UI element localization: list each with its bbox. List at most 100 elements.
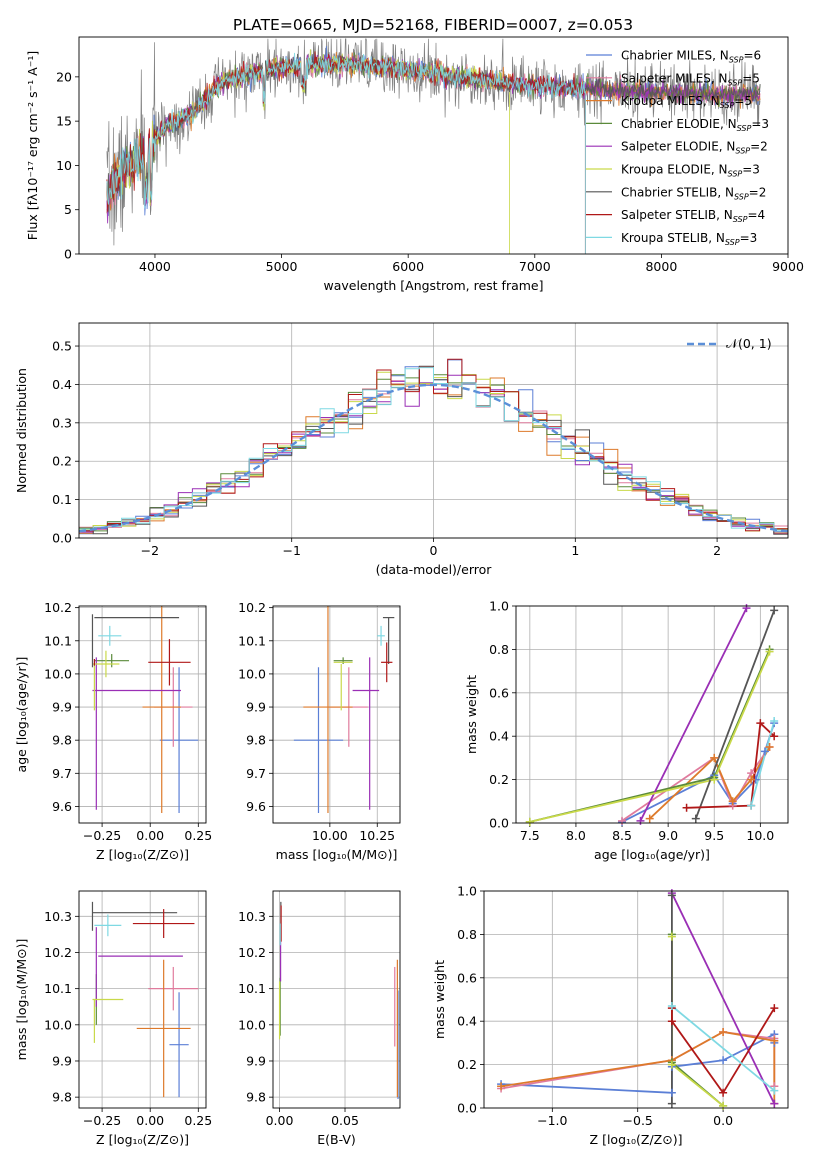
weight-marker-salpeter-elodie — [742, 604, 751, 613]
legend-label: Salpeter MILES, NSSP=5 — [621, 71, 760, 87]
y-tick-label: 10.0 — [238, 666, 266, 681]
x-tick-label: 6000 — [392, 259, 424, 274]
weight-marker-salpeter-stelib — [682, 803, 691, 812]
plot-area — [293, 606, 395, 814]
y-tick-label: 9.6 — [246, 799, 266, 814]
y-axis-label: mass weight — [432, 960, 447, 1039]
subplot-age_vs_mass: 10.00 10.25 9.6 9.7 9.8 9.9 10.0 10.1 10.2 mass [… — [238, 600, 401, 862]
weight-line-salpeter-stelib — [671, 1007, 776, 1095]
y-tick-label: 0.4 — [457, 1014, 477, 1029]
axes-frame — [78, 322, 789, 539]
x-tick-label: 8.5 — [612, 828, 632, 843]
x-tick-label: 9.5 — [704, 828, 724, 843]
x-axis-label: Z [log₁₀(Z/Z⊙)] — [96, 1132, 189, 1147]
y-tick-label: 0.8 — [457, 927, 477, 942]
weight-marker-salpeter-elodie — [636, 816, 645, 825]
y-axis-label: mass weight — [464, 675, 479, 754]
x-axis-label: age [log₁₀(age/yr)] — [594, 847, 710, 862]
weight-marker-kroupa-miles — [645, 814, 654, 823]
weight-marker-salpeter-stelib — [756, 719, 765, 728]
y-tick-label: 9.9 — [52, 700, 72, 715]
weight-marker-kroupa-stelib — [747, 801, 756, 810]
weight-marker-chabrier-stelib — [667, 1099, 676, 1108]
x-tick-label: 10.00 — [312, 828, 348, 843]
x-axis-label: Z [log₁₀(Z/Z⊙)] — [96, 847, 189, 862]
weight-marker-kroupa-elodie — [719, 1101, 728, 1110]
weight-marker-chabrier-stelib — [770, 606, 779, 615]
weight-marker-kroupa-stelib — [770, 717, 779, 726]
weight-marker-chabrier-stelib — [667, 891, 676, 900]
legend-label: Kroupa STELIB, NSSP=3 — [621, 231, 757, 247]
x-tick-label: 0 — [430, 543, 438, 558]
y-tick-label: 0.6 — [457, 970, 477, 985]
weight-marker-chabrier-miles — [667, 1088, 676, 1097]
x-tick-label: 0.00 — [136, 828, 164, 843]
x-tick-label: −1 — [282, 543, 300, 558]
weight-marker-kroupa-stelib — [667, 1002, 676, 1011]
x-tick-label: 0.00 — [136, 1113, 164, 1128]
y-tick-label: 0.0 — [457, 1101, 477, 1116]
y-tick-label: 1.0 — [457, 884, 477, 899]
y-tick-label: 0.0 — [489, 816, 509, 831]
x-tick-label: 0.25 — [184, 828, 212, 843]
y-axis-label: age [log₁₀(age/yr)] — [14, 657, 29, 773]
x-tick-label: −2 — [141, 543, 159, 558]
subplot-mass_vs_z: −0.25 0.00 0.25 9.8 9.9 10.0 10.1 10.2 10.3 Z [lo… — [14, 890, 212, 1147]
weight-marker-chabrier-miles — [760, 747, 769, 756]
y-tick-label: 0.2 — [489, 772, 509, 787]
y-tick-label: 10.2 — [44, 600, 72, 615]
weight-marker-chabrier-stelib — [691, 814, 700, 823]
x-tick-label: 0.00 — [266, 1113, 294, 1128]
x-tick-label: −0.25 — [83, 1113, 121, 1128]
model-spectrum-kroupa-stelib — [106, 52, 586, 254]
weight-marker-kroupa-miles — [728, 797, 737, 806]
subplot-residuals: −2 −1 0 1 2 0.0 0.1 0.2 0.3 0.4 0.5 (data-model)/er… — [14, 322, 789, 577]
plot-area — [106, 38, 761, 254]
x-tick-label: 10.0 — [746, 828, 774, 843]
legend-label: Kroupa MILES, NSSP=5 — [621, 94, 752, 110]
x-tick-label: 7.5 — [520, 828, 540, 843]
y-tick-label: 10 — [56, 158, 72, 173]
weight-marker-kroupa-elodie — [667, 1060, 676, 1069]
plot-area — [91, 606, 199, 814]
x-tick-label: 0.05 — [331, 1113, 359, 1128]
x-tick-label: −0.5 — [623, 1113, 653, 1128]
y-tick-label: 9.8 — [52, 733, 72, 748]
x-tick-label: 10.25 — [359, 828, 395, 843]
weight-marker-salpeter-elodie — [770, 1099, 779, 1108]
weight-marker-salpeter-miles — [618, 816, 627, 825]
weight-marker-salpeter-stelib — [667, 1017, 676, 1026]
weight-line-kroupa-stelib — [671, 1005, 775, 1092]
y-axis-label: Normed distribution — [14, 368, 29, 493]
y-axis-label: mass [log₁₀(M/M⊙)] — [14, 939, 29, 1061]
y-tick-label: 10.3 — [44, 909, 72, 924]
axes-frame — [272, 605, 401, 824]
y-axis-label: Flux [fλ10⁻¹⁷ erg cm⁻² s⁻¹ A⁻¹] — [25, 51, 40, 240]
y-tick-label: 0.1 — [52, 492, 72, 507]
normal-curve-line — [79, 383, 788, 533]
x-tick-label: 4000 — [139, 259, 171, 274]
y-tick-label: 9.8 — [246, 1090, 266, 1105]
weight-marker-salpeter-stelib — [770, 1004, 779, 1013]
y-tick-label: 10.1 — [44, 981, 72, 996]
axes-frame — [515, 605, 789, 824]
y-tick-label: 0.5 — [52, 339, 72, 354]
weight-marker-kroupa-miles — [497, 1082, 506, 1091]
y-tick-label: 9.7 — [246, 766, 266, 781]
figure-title: PLATE=0665, MJD=52168, FIBERID=0007, z=0… — [233, 16, 633, 34]
y-tick-label: 0.2 — [457, 1057, 477, 1072]
y-tick-label: 9.7 — [52, 766, 72, 781]
weight-marker-kroupa-miles — [710, 753, 719, 762]
legend-label: Salpeter ELODIE, NSSP=2 — [621, 140, 768, 156]
weight-marker-kroupa-miles — [770, 1036, 779, 1045]
y-tick-label: 10.1 — [44, 633, 72, 648]
legend-label: 𝒩(0, 1) — [726, 336, 772, 351]
plot-area — [79, 358, 788, 535]
weight-marker-salpeter-stelib — [719, 1088, 728, 1097]
weight-marker-chabrier-miles — [719, 1056, 728, 1065]
weight-marker-kroupa-elodie — [710, 775, 719, 784]
x-tick-label: 5000 — [266, 259, 298, 274]
y-tick-label: 15 — [56, 114, 72, 129]
x-tick-label: 8.0 — [566, 828, 586, 843]
